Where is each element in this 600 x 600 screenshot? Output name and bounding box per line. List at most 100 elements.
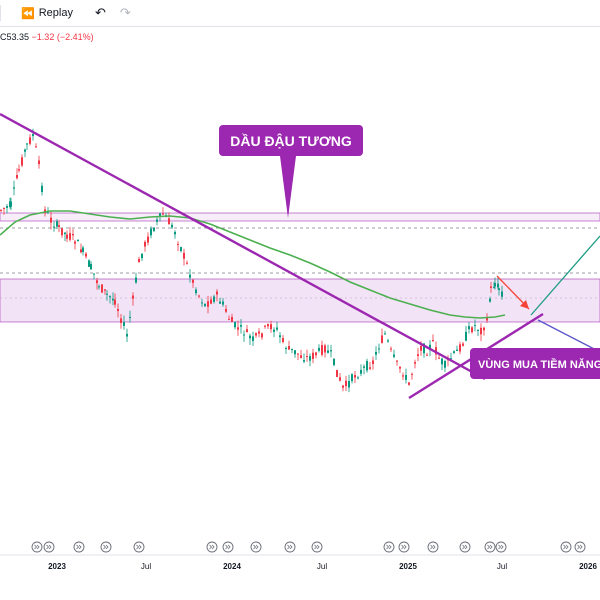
drawing-tools [0, 112, 600, 400]
candle-67 [189, 269, 191, 283]
candle-35 [96, 277, 98, 290]
candle-32 [88, 259, 90, 267]
candle-body [171, 224, 173, 228]
candle-body [450, 358, 452, 360]
event-marker-glyph [498, 544, 504, 550]
candle-92 [264, 324, 266, 329]
candle-87 [249, 333, 251, 345]
candle-body [21, 157, 23, 166]
candle-1 [3, 207, 5, 215]
replay-button[interactable]: ⏪ Replay [21, 7, 73, 20]
candle-130 [378, 343, 380, 354]
time-tick-label: 2026 [579, 562, 597, 571]
event-marker-glyph [287, 544, 293, 550]
candle-body [112, 298, 114, 301]
candle-4 [10, 197, 12, 211]
candle-body [216, 291, 218, 295]
candle-140 [408, 382, 410, 386]
candle-52 [144, 240, 146, 252]
candle-body [85, 253, 87, 257]
candle-101 [291, 348, 293, 354]
event-marker [574, 541, 586, 553]
candle-body [333, 358, 335, 366]
candle-body [80, 249, 82, 253]
candle-96 [276, 322, 278, 332]
candle-111 [321, 340, 323, 357]
candle-64 [180, 246, 182, 253]
candle-168 [490, 281, 492, 293]
time-axis: 2023 Jul 2024 Jul 2025 Jul 2026 [0, 541, 600, 571]
candle-body [29, 137, 31, 144]
candle-body [264, 325, 266, 327]
candle-body [72, 233, 74, 236]
candle-23 [64, 232, 66, 242]
candle-24 [66, 230, 68, 243]
candle-body [174, 231, 176, 235]
candle-body [453, 351, 455, 353]
candle-26 [72, 229, 74, 241]
candle-11 [29, 134, 31, 146]
candle-body [438, 357, 440, 359]
candle-160 [468, 322, 470, 334]
candle-78 [222, 298, 224, 307]
candle-body [348, 381, 350, 388]
candle-83 [237, 320, 239, 336]
candle-body [396, 360, 398, 362]
candle-18 [50, 211, 52, 230]
candle-173 [501, 285, 503, 300]
candle-body [405, 374, 407, 380]
candle-body [123, 322, 125, 326]
zone-callout-box [470, 348, 600, 379]
event-marker-glyph [253, 544, 259, 550]
candle-93 [267, 323, 269, 330]
candle-body [321, 345, 323, 355]
event-marker-glyph [401, 544, 407, 550]
candle-body [309, 356, 311, 361]
event-marker [222, 541, 234, 553]
alternate-path-line [537, 319, 600, 353]
candle-body [13, 187, 15, 189]
candle-142 [414, 359, 416, 369]
candle-97 [279, 332, 281, 344]
candle-body [96, 280, 98, 284]
candle-17 [47, 207, 49, 214]
candle-162 [474, 319, 476, 332]
event-marker-glyph [136, 544, 142, 550]
candle-71 [201, 298, 203, 307]
candle-body [159, 213, 161, 217]
candle-body [480, 327, 482, 335]
redo-icon[interactable]: ↷ [119, 5, 131, 20]
candlesticks [0, 128, 503, 393]
candle-22 [61, 228, 63, 238]
candle-body [252, 336, 254, 341]
candle-133 [387, 338, 389, 343]
candle-body [357, 377, 359, 379]
candle-27 [74, 239, 76, 250]
candle-151 [441, 357, 443, 371]
candle-115 [333, 358, 335, 367]
candle-body [441, 358, 443, 365]
candle-body [90, 263, 92, 270]
candle-49 [135, 272, 137, 284]
event-marker [398, 541, 410, 553]
candle-37 [101, 283, 103, 294]
undo-icon[interactable]: ↶ [94, 5, 106, 20]
candle-153 [447, 355, 449, 367]
candle-161 [471, 326, 473, 334]
candle-8 [21, 154, 23, 168]
candle-body [336, 369, 338, 377]
candle-body [312, 352, 314, 359]
candle-42 [114, 293, 116, 308]
candle-body [258, 331, 260, 334]
candle-body [354, 375, 356, 378]
time-tick-label: Jul [141, 562, 151, 571]
event-marker [427, 541, 439, 553]
candle-body [462, 343, 464, 346]
candle-156 [456, 345, 458, 352]
candle-body [318, 347, 320, 351]
title-callout-box [219, 125, 363, 156]
candle-38 [104, 289, 106, 295]
candle-body [393, 354, 395, 357]
candle-body [47, 212, 49, 214]
